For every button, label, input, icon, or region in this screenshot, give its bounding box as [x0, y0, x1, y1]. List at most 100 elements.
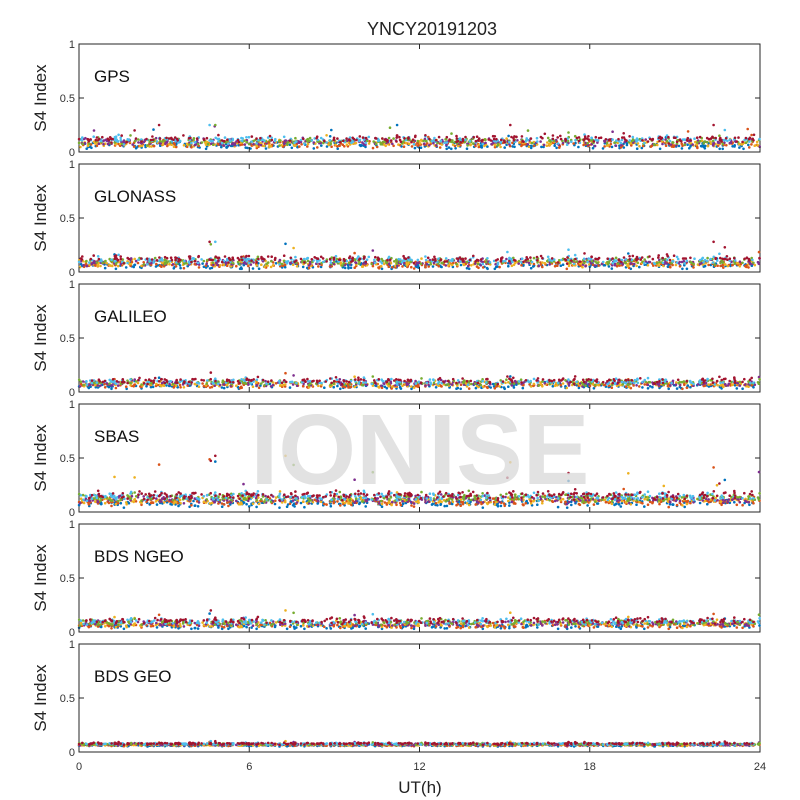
data-point: [511, 141, 514, 145]
data-point: [294, 144, 297, 147]
data-point: [546, 259, 549, 263]
data-point: [431, 265, 435, 268]
data-point: [257, 386, 261, 390]
data-point: [332, 258, 336, 261]
data-point: [211, 381, 215, 385]
data-point: [110, 387, 113, 391]
data-point: [381, 259, 385, 263]
data-point: [481, 379, 485, 383]
data-point: [211, 139, 214, 143]
data-point: [90, 262, 94, 266]
data-point: [524, 379, 528, 382]
data-point: [530, 260, 534, 264]
data-point: [596, 141, 599, 144]
data-point: [646, 387, 650, 390]
axes-box: [78, 43, 761, 153]
data-point: [266, 255, 270, 258]
data-point: [757, 262, 761, 266]
data-point: [172, 138, 175, 141]
data-point: [641, 380, 644, 384]
data-point: [752, 139, 755, 142]
data-point: [178, 380, 182, 384]
data-point: [703, 144, 707, 148]
data-point: [244, 262, 248, 266]
data-point: [723, 246, 727, 249]
data-point: [438, 146, 442, 149]
data-point: [684, 257, 688, 260]
data-point: [92, 254, 95, 257]
data-point: [752, 133, 756, 137]
data-point: [535, 379, 538, 382]
data-point: [584, 141, 587, 145]
data-point: [110, 380, 114, 384]
data-point: [154, 265, 158, 268]
data-point: [721, 381, 725, 384]
data-point: [280, 262, 284, 266]
data-point: [720, 378, 723, 382]
data-point: [447, 382, 450, 386]
data-point: [753, 144, 756, 147]
data-point: [465, 379, 469, 383]
data-point: [587, 257, 590, 260]
data-point: [505, 378, 508, 382]
data-point: [205, 262, 208, 266]
data-point: [532, 377, 536, 381]
data-point: [377, 257, 381, 261]
data-point: [175, 378, 178, 382]
data-point: [294, 136, 297, 140]
data-point: [240, 139, 244, 143]
data-point: [652, 261, 656, 265]
data-point: [211, 143, 215, 146]
data-point: [332, 379, 336, 383]
data-point: [114, 382, 118, 386]
data-point: [312, 141, 316, 144]
data-point: [646, 140, 650, 143]
data-point: [222, 144, 226, 147]
data-point: [706, 140, 709, 144]
data-point: [399, 378, 402, 382]
data-point: [167, 143, 171, 146]
data-point: [190, 146, 193, 149]
data-point: [193, 382, 197, 386]
data-point: [611, 138, 614, 141]
data-point: [484, 381, 488, 384]
data-point: [545, 144, 549, 147]
data-point: [709, 137, 713, 140]
data-point: [266, 261, 270, 264]
data-point: [619, 505, 623, 508]
data-point: [170, 136, 173, 140]
data-point: [289, 380, 292, 384]
data-point: [390, 377, 393, 381]
data-point: [700, 139, 704, 143]
data-point: [723, 128, 727, 132]
data-point: [81, 380, 85, 383]
data-point: [440, 385, 443, 388]
data-point: [551, 134, 555, 137]
data-point: [350, 141, 353, 145]
data-point: [611, 257, 614, 260]
data-point: [278, 506, 281, 510]
data-point: [343, 145, 346, 148]
data-point: [420, 138, 423, 142]
data-point: [221, 381, 224, 384]
data-point: [163, 381, 167, 385]
data-point: [249, 147, 252, 150]
data-point: [613, 379, 616, 383]
data-point: [245, 140, 248, 144]
data-point: [214, 460, 217, 463]
data-point: [97, 257, 101, 261]
data-point: [451, 143, 455, 146]
data-point: [395, 262, 399, 266]
data-point: [157, 123, 161, 127]
data-point: [300, 143, 303, 146]
data-point: [583, 252, 586, 255]
data-point: [615, 502, 618, 506]
data-point: [350, 260, 353, 263]
data-point: [477, 143, 480, 147]
data-point: [423, 142, 426, 145]
data-point: [707, 263, 710, 267]
data-point: [551, 384, 555, 388]
data-point: [342, 139, 345, 143]
data-point: [488, 261, 492, 264]
data-point: [133, 263, 137, 267]
